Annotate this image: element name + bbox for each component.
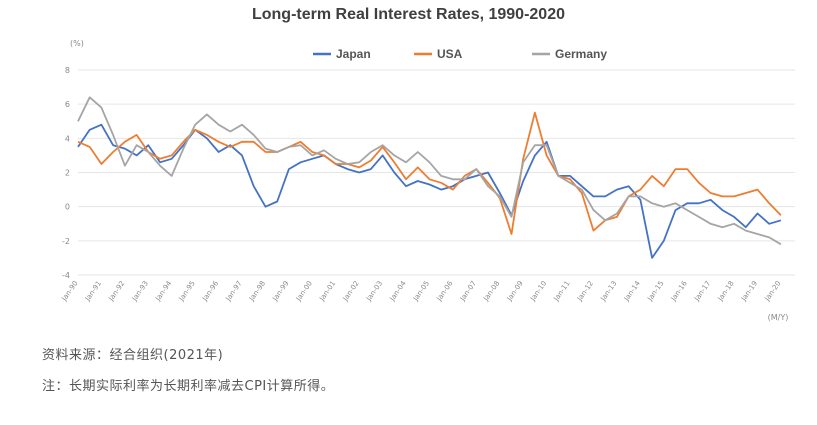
x-tick-label: Jan-08 bbox=[482, 280, 502, 304]
y-tick-label: 8 bbox=[65, 66, 70, 75]
x-tick-label: Jan-16 bbox=[669, 279, 689, 303]
x-tick-label: Jan-90 bbox=[60, 280, 80, 304]
series-lines bbox=[77, 96, 782, 259]
x-tick-label: Jan-01 bbox=[318, 280, 338, 304]
x-tick-label: Jan-17 bbox=[692, 280, 712, 304]
source-note: 资料来源：经合组织(2021年) bbox=[42, 348, 224, 363]
gridlines bbox=[78, 69, 795, 276]
x-tick-label: Jan-03 bbox=[364, 280, 384, 304]
x-tick-label: Jan-14 bbox=[622, 279, 642, 303]
x-tick-label: Jan-98 bbox=[247, 280, 267, 304]
x-tick-label: Jan-00 bbox=[294, 280, 314, 304]
x-tick-label: Jan-99 bbox=[271, 280, 291, 304]
x-tick-label: Jan-19 bbox=[739, 280, 759, 304]
y-tick-label: -2 bbox=[62, 237, 70, 246]
y-unit-label: (%) bbox=[70, 39, 84, 48]
legend-label-japan: Japan bbox=[336, 47, 371, 61]
x-tick-label: Jan-05 bbox=[411, 280, 431, 304]
series-line-usa bbox=[77, 111, 782, 235]
x-tick-label: Jan-12 bbox=[575, 280, 595, 304]
x-tick-label: Jan-07 bbox=[458, 280, 478, 304]
footnote: 注：长期实际利率为长期利率减去CPI计算所得。 bbox=[42, 379, 335, 394]
y-tick-label: 2 bbox=[65, 169, 70, 178]
x-tick-label: Jan-97 bbox=[224, 280, 244, 304]
x-tick-label: Jan-11 bbox=[552, 280, 572, 304]
series-line-germany bbox=[77, 96, 782, 246]
x-tick-label: Jan-10 bbox=[528, 280, 548, 304]
y-tick-label: -4 bbox=[62, 271, 70, 280]
y-tick-label: 0 bbox=[65, 203, 70, 212]
x-tick-label: Jan-91 bbox=[83, 280, 103, 304]
x-tick-label: Jan-94 bbox=[153, 279, 173, 303]
axes: (%) (M/Y) bbox=[70, 39, 788, 322]
x-tick-label: Jan-02 bbox=[341, 280, 361, 304]
x-tick-label: Jan-18 bbox=[716, 280, 736, 304]
x-tick-label: Jan-06 bbox=[435, 279, 455, 303]
legend-label-usa: USA bbox=[437, 47, 463, 61]
legend-label-germany: Germany bbox=[555, 47, 607, 61]
y-tick-label: 6 bbox=[65, 100, 70, 109]
x-tick-label: Jan-09 bbox=[505, 280, 525, 304]
series-line-japan bbox=[77, 123, 782, 259]
x-tick-label: Jan-93 bbox=[130, 280, 150, 304]
x-unit-label: (M/Y) bbox=[768, 313, 789, 322]
x-tick-labels: Jan-90 Jan-91 Jan-92 Jan-93 Jan-94 Jan-95 Jan-… bbox=[60, 279, 783, 303]
x-tick-label: Jan-95 bbox=[177, 280, 197, 304]
chart-title: Long-term Real Interest Rates, 1990-2020 bbox=[251, 6, 565, 23]
legend: Japan USA Germany bbox=[313, 47, 607, 61]
x-tick-label: Jan-20 bbox=[763, 280, 783, 304]
y-tick-label: 4 bbox=[65, 134, 70, 143]
x-tick-label: Jan-92 bbox=[107, 280, 127, 304]
x-tick-label: Jan-15 bbox=[646, 280, 666, 304]
x-tick-label: Jan-04 bbox=[388, 279, 408, 303]
y-tick-labels: 8 6 4 2 0 -2 -4 bbox=[62, 66, 70, 280]
x-tick-label: Jan-96 bbox=[200, 279, 220, 303]
x-tick-label: Jan-13 bbox=[599, 280, 619, 304]
